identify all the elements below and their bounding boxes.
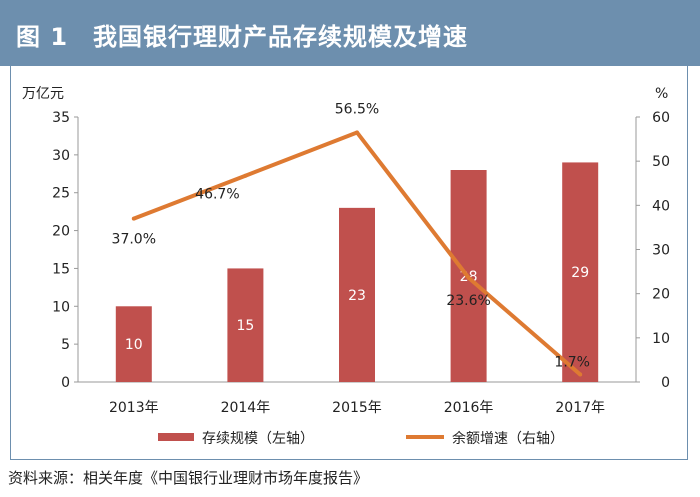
left-axis-tick-label: 0 (61, 375, 70, 391)
right-axis-unit: % (655, 86, 668, 102)
bar (339, 207, 375, 382)
chart-frame (10, 66, 688, 460)
bar-value-label: 23 (348, 288, 366, 304)
legend-label-bar: 存续规模（左轴） (202, 430, 314, 447)
x-axis-tick-label: 2016年 (444, 400, 494, 416)
line-value-label: 56.5% (335, 101, 379, 117)
legend-swatch-bar (158, 433, 194, 441)
left-axis-tick-label: 10 (52, 299, 70, 315)
left-axis-tick-label: 30 (52, 148, 70, 164)
x-axis-tick-label: 2014年 (221, 400, 271, 416)
line-value-label: 23.6% (446, 293, 490, 309)
right-axis-tick-label: 0 (661, 375, 670, 391)
line-point (243, 173, 248, 178)
line-value-label: 37.0% (112, 232, 156, 248)
line-point (578, 372, 583, 377)
bar-value-label: 10 (125, 337, 143, 353)
left-axis-tick-label: 25 (52, 186, 70, 202)
left-axis-tick-label: 20 (52, 224, 70, 240)
x-axis-tick-label: 2017年 (555, 400, 605, 416)
chart-header: 图 1 我国银行理财产品存续规模及增速 (0, 0, 700, 66)
right-axis-tick-label: 50 (652, 154, 670, 170)
x-axis-tick-label: 2013年 (109, 400, 159, 416)
right-axis-tick-label: 30 (652, 243, 670, 259)
right-axis-tick-label: 60 (652, 110, 670, 126)
bar (227, 268, 264, 382)
legend-label-line: 余额增速（右轴） (452, 430, 564, 447)
combo-chart: 051015202530350102030405060万亿元%101523282… (22, 86, 670, 447)
x-axis-tick-label: 2015年 (332, 400, 382, 416)
bar (562, 162, 599, 382)
left-axis-tick-label: 15 (52, 261, 70, 277)
bar (115, 306, 152, 382)
right-axis-tick-label: 10 (652, 331, 670, 347)
line-value-label: 46.7% (195, 187, 239, 203)
bar-value-label: 15 (236, 318, 254, 334)
line-point (131, 216, 136, 221)
left-axis-tick-label: 35 (52, 110, 70, 126)
right-axis-tick-label: 40 (652, 198, 670, 214)
right-axis-tick-label: 20 (652, 287, 670, 303)
bar-value-label: 29 (571, 265, 589, 281)
line-point (355, 130, 359, 135)
left-axis-tick-label: 5 (61, 337, 70, 353)
source-note: 资料来源：相关年度《中国银行业理财市场年度报告》 (8, 469, 369, 487)
line-point (466, 275, 471, 280)
line-value-label: 1.7% (554, 354, 590, 370)
left-axis-unit: 万亿元 (22, 86, 64, 102)
chart-title: 图 1 我国银行理财产品存续规模及增速 (16, 23, 469, 51)
